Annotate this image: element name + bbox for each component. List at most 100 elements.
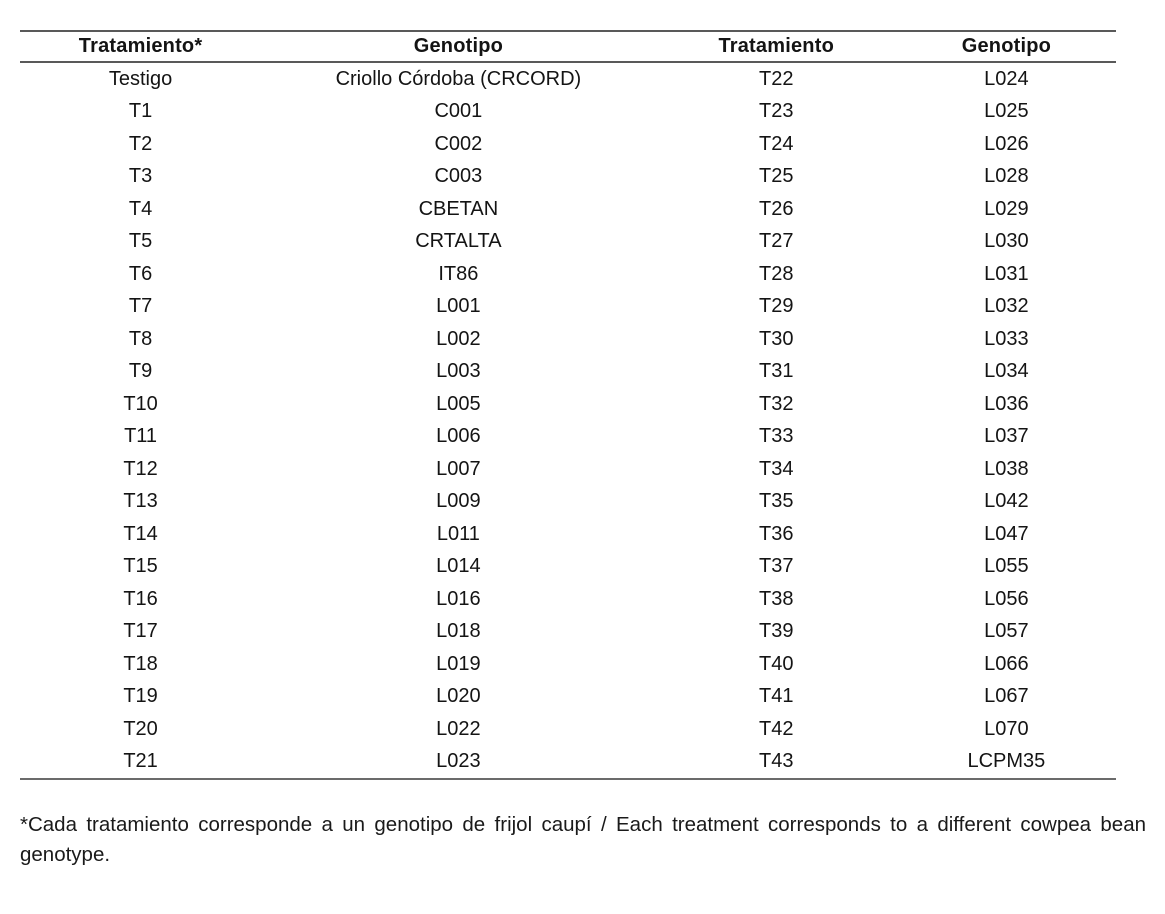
- table-row: T13 L009 T35 L042: [20, 486, 1116, 519]
- table-row: T2 C002 T24 L026: [20, 128, 1116, 161]
- table-cell: T1: [128, 100, 153, 123]
- table-cell: T30: [758, 327, 794, 350]
- table-cell: L033: [984, 327, 1029, 350]
- table-cell: L016: [436, 587, 481, 610]
- table-cell: L047: [984, 522, 1029, 545]
- table-cell: L029: [984, 197, 1029, 220]
- table-cell: T12: [123, 457, 158, 480]
- table-cell: T4: [128, 197, 153, 220]
- table-row: T16 L016 T38 L056: [20, 583, 1116, 616]
- table-cell: L034: [984, 360, 1029, 383]
- table-row: T21 L023 T43 LCPM35: [20, 746, 1116, 780]
- table-row: Testigo Criollo Córdoba (CRCORD) T22 L024: [20, 62, 1116, 96]
- table-cell: T5: [128, 230, 153, 253]
- table-row: T7 L001 T29 L032: [20, 291, 1116, 324]
- table-body: Testigo Criollo Córdoba (CRCORD) T22 L024 T1…: [20, 62, 1116, 779]
- table-cell: T25: [758, 165, 794, 188]
- table-cell: T2: [128, 132, 153, 155]
- table-row: T9 L003 T31 L034: [20, 356, 1116, 389]
- table-cell: T10: [123, 392, 158, 415]
- table-cell: T15: [123, 555, 158, 578]
- table-cell: L005: [436, 392, 481, 415]
- table-cell: C002: [434, 132, 483, 155]
- table-cell: L057: [984, 620, 1029, 643]
- table-cell: L001: [436, 295, 481, 318]
- table-cell: T18: [123, 652, 158, 675]
- table-cell: L042: [984, 490, 1029, 513]
- table-cell: T13: [123, 490, 158, 513]
- table-cell: L025: [984, 100, 1029, 123]
- table-cell: T32: [758, 392, 794, 415]
- header-tratamiento-left: Tratamiento*: [20, 31, 262, 63]
- table-cell: L020: [436, 685, 481, 708]
- table-row: T3 C003 T25 L028: [20, 161, 1116, 194]
- table-cell: T20: [123, 717, 158, 740]
- table-cell: T37: [758, 555, 794, 578]
- table-cell: L066: [984, 652, 1029, 675]
- table-row: T19 L020 T41 L067: [20, 681, 1116, 714]
- table-cell: LCPM35: [967, 750, 1046, 773]
- table-cell: L002: [436, 327, 481, 350]
- table-cell: T14: [123, 522, 158, 545]
- table-cell: Testigo: [108, 67, 173, 90]
- table-cell: T43: [758, 750, 794, 773]
- table-cell: L030: [984, 230, 1029, 253]
- table-cell: L032: [984, 295, 1029, 318]
- table-row: T20 L022 T42 L070: [20, 713, 1116, 746]
- table-cell: T27: [758, 230, 794, 253]
- table-row: T8 L002 T30 L033: [20, 323, 1116, 356]
- table-cell: T36: [758, 522, 794, 545]
- table-cell: T26: [758, 197, 794, 220]
- table-cell: T28: [758, 262, 794, 285]
- table-cell: T35: [758, 490, 794, 513]
- table-cell: L003: [436, 360, 481, 383]
- table-footnote: *Cada tratamiento corresponde a un genot…: [20, 813, 1146, 866]
- table-cell: T23: [758, 100, 794, 123]
- table-header: Tratamiento* Genotipo Tratamiento Genoti…: [20, 31, 1116, 63]
- table-cell: T16: [123, 587, 158, 610]
- table-row: T4 CBETAN T26 L029: [20, 193, 1116, 226]
- table-cell: T41: [758, 685, 794, 708]
- table-cell: L070: [984, 717, 1029, 740]
- table-row: T10 L005 T32 L036: [20, 388, 1116, 421]
- table-row: T17 L018 T39 L057: [20, 616, 1116, 649]
- table-cell: T22: [758, 67, 794, 90]
- table-row: T1 C001 T23 L025: [20, 96, 1116, 129]
- header-tratamiento-right: Tratamiento: [655, 31, 897, 63]
- table-cell: L055: [984, 555, 1029, 578]
- table-cell: T7: [128, 295, 153, 318]
- table-cell: T33: [758, 425, 794, 448]
- table-cell: T24: [758, 132, 794, 155]
- table-row: T14 L011 T36 L047: [20, 518, 1116, 551]
- table-cell: T3: [128, 165, 153, 188]
- table-cell: T42: [758, 717, 794, 740]
- table-cell: T9: [128, 360, 153, 383]
- treatment-genotype-table: Tratamiento* Genotipo Tratamiento Genoti…: [20, 30, 1116, 780]
- table-cell: L036: [984, 392, 1029, 415]
- table-cell: T21: [123, 750, 158, 773]
- table-row: T5 CRTALTA T27 L030: [20, 226, 1116, 259]
- table-cell: L038: [984, 457, 1029, 480]
- table-row: T11 L006 T33 L037: [20, 421, 1116, 454]
- table-cell: T11: [124, 425, 158, 448]
- table-cell: L026: [984, 132, 1029, 155]
- table-cell: T17: [123, 620, 158, 643]
- table-cell: L009: [436, 490, 481, 513]
- table-header-row: Tratamiento* Genotipo Tratamiento Genoti…: [20, 31, 1116, 63]
- table-cell: L018: [436, 620, 481, 643]
- table-cell: L037: [984, 425, 1029, 448]
- header-genotipo-right: Genotipo: [896, 31, 1116, 63]
- table-row: T12 L007 T34 L038: [20, 453, 1116, 486]
- table-cell: T38: [758, 587, 794, 610]
- table-cell: L022: [436, 717, 481, 740]
- table-cell: L056: [984, 587, 1029, 610]
- table-cell: L006: [436, 425, 481, 448]
- table-cell: L023: [436, 750, 481, 773]
- table-cell: T6: [128, 262, 153, 285]
- table-cell: Criollo Córdoba (CRCORD): [335, 67, 582, 90]
- table-cell: CRTALTA: [415, 230, 502, 253]
- table-cell: L011: [436, 522, 480, 545]
- table-cell: C003: [434, 165, 483, 188]
- table-cell: T29: [758, 295, 794, 318]
- table-cell: C001: [434, 100, 483, 123]
